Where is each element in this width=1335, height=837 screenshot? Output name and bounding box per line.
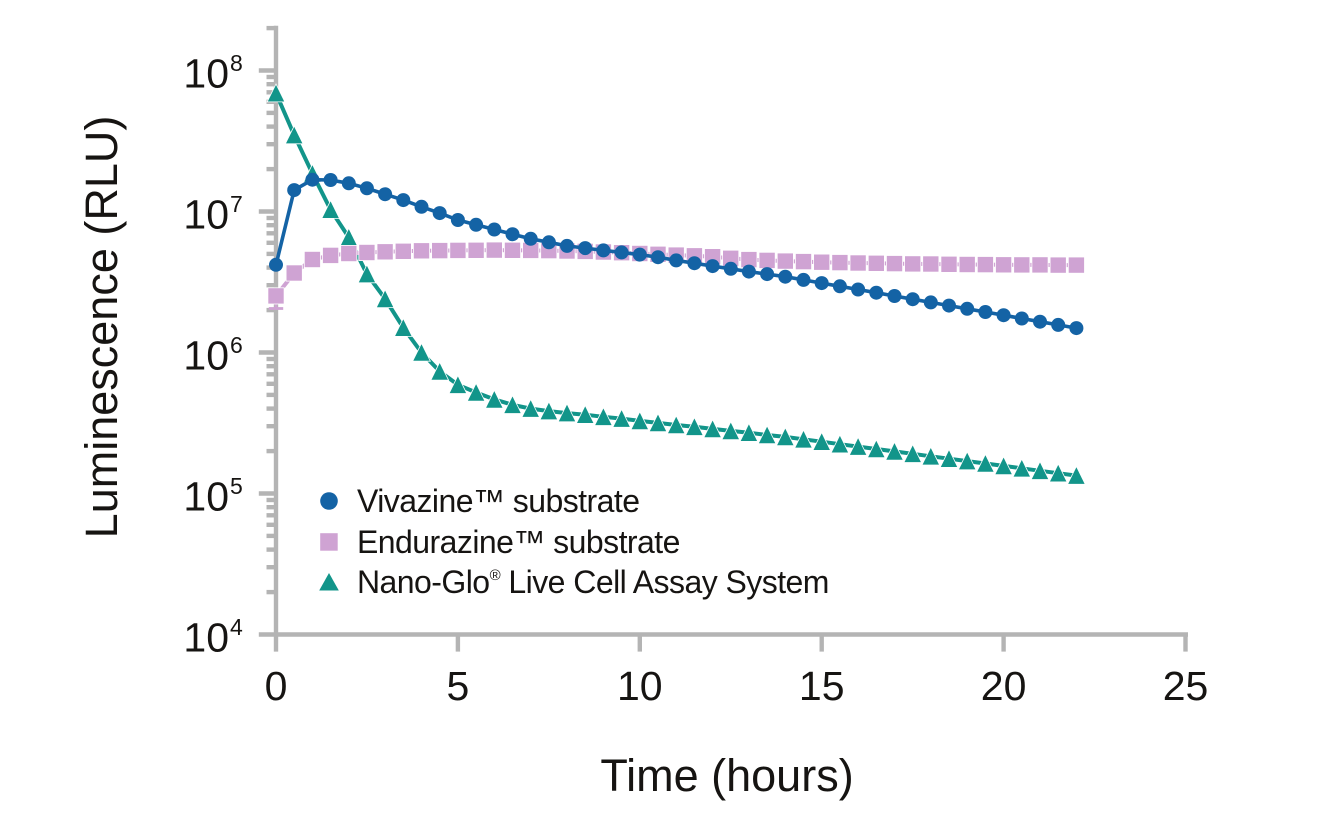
svg-text:Endurazine™ substrate: Endurazine™ substrate <box>357 524 680 560</box>
svg-text:5: 5 <box>446 663 469 709</box>
svg-text:10: 10 <box>617 663 663 709</box>
svg-text:7: 7 <box>230 191 243 217</box>
svg-text:10: 10 <box>183 51 229 97</box>
svg-text:Luminescence (RLU): Luminescence (RLU) <box>76 116 127 539</box>
svg-text:20: 20 <box>981 663 1027 709</box>
svg-text:25: 25 <box>1163 663 1209 709</box>
svg-text:0: 0 <box>265 663 288 709</box>
svg-text:10: 10 <box>183 333 229 379</box>
svg-text:6: 6 <box>230 332 243 358</box>
svg-text:Vivazine™ substrate: Vivazine™ substrate <box>357 483 639 519</box>
svg-text:10: 10 <box>183 474 229 520</box>
svg-text:15: 15 <box>799 663 845 709</box>
svg-text:10: 10 <box>183 615 229 661</box>
svg-text:Nano-Glo® Live Cell Assay Syst: Nano-Glo® Live Cell Assay System <box>357 564 829 600</box>
svg-text:4: 4 <box>230 614 243 640</box>
svg-text:Time (hours): Time (hours) <box>600 750 853 801</box>
svg-text:10: 10 <box>183 192 229 238</box>
svg-text:8: 8 <box>230 50 243 76</box>
svg-text:5: 5 <box>230 473 243 499</box>
